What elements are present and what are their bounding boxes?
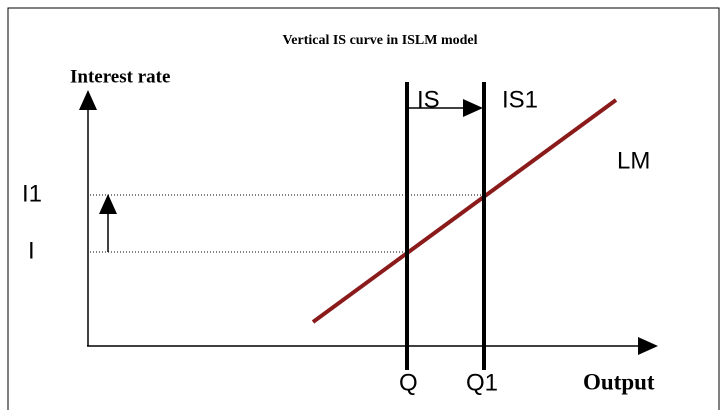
x-axis-label: Output (583, 369, 655, 394)
output-label: Q1 (466, 369, 498, 396)
frame (7, 7, 720, 410)
output-label: Q (399, 369, 418, 396)
title: Vertical IS curve in ISLM model (282, 33, 477, 48)
curve-label: IS (417, 86, 440, 113)
curve-label: LM (617, 147, 650, 174)
lm-curve (311, 98, 618, 324)
curve-label: IS1 (502, 86, 538, 113)
y-axis-label: Interest rate (70, 66, 170, 87)
level-label: I (28, 237, 35, 264)
level-label: I1 (22, 180, 42, 207)
